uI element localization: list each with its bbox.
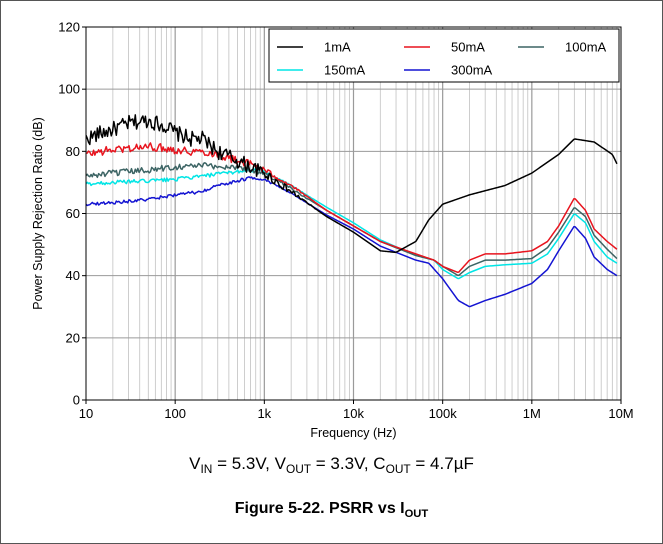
y-axis-label: Power Supply Rejection Ratio (dB) [31, 117, 45, 309]
y-tick-label: 100 [58, 82, 80, 97]
y-tick-label: 120 [58, 20, 80, 35]
cout-value: = 4.7µF [410, 454, 474, 473]
legend-box [268, 28, 620, 83]
series-line-50mA [86, 142, 618, 274]
vin-sub: IN [200, 462, 213, 477]
y-tick-label: 40 [66, 268, 80, 283]
x-axis-label: Frequency (Hz) [310, 426, 396, 440]
caption-sub: OUT [404, 507, 429, 520]
axis-ticks: 10 100 1k 10k 100k 1M 10M 0 20 40 60 80 100 120 [58, 20, 633, 422]
figure-caption: Figure 5-22. PSRR vs IOUT [0, 500, 663, 520]
legend-label-50mA: 50mA [451, 40, 485, 55]
cout-sub: OUT [385, 462, 411, 477]
x-tick-label: 1M [523, 406, 541, 421]
x-tick-label: 10M [608, 406, 633, 421]
vout-sub: OUT [285, 462, 312, 477]
y-tick-label: 0 [73, 393, 80, 408]
legend-label-1mA: 1mA [324, 40, 351, 55]
series-line-150mA [86, 168, 618, 280]
x-tick-label: 100 [164, 406, 186, 421]
vout-label: V [274, 454, 286, 473]
cout-label: C [373, 454, 386, 473]
series-line-1mA [86, 114, 618, 254]
series-line-300mA [86, 176, 618, 308]
psrr-chart: 10 100 1k 10k 100k 1M 10M 0 20 40 60 80 100 120 1mA 50… [31, 20, 634, 441]
legend-label-100mA: 100mA [565, 40, 607, 55]
legend-label-150mA: 150mA [324, 63, 366, 78]
y-tick-label: 60 [66, 206, 80, 221]
vin-label: V [189, 454, 201, 473]
x-tick-label: 100k [429, 406, 458, 421]
vout-value: = 3.3V, [311, 454, 374, 473]
x-tick-label: 1k [257, 406, 271, 421]
y-tick-label: 80 [66, 144, 80, 159]
test-conditions: VIN = 5.3V, VOUT = 3.3V, COUT = 4.7µF [0, 454, 663, 477]
vin-value: = 5.3V, [212, 454, 275, 473]
y-tick-label: 20 [66, 330, 80, 345]
legend: 1mA 50mA 100mA 150mA 300mA [268, 28, 620, 83]
legend-label-300mA: 300mA [451, 63, 493, 78]
series-lines [86, 114, 618, 308]
x-tick-label: 10 [79, 406, 93, 421]
x-tick-label: 10k [343, 406, 364, 421]
caption-text: Figure 5-22. PSRR vs I [234, 500, 405, 517]
